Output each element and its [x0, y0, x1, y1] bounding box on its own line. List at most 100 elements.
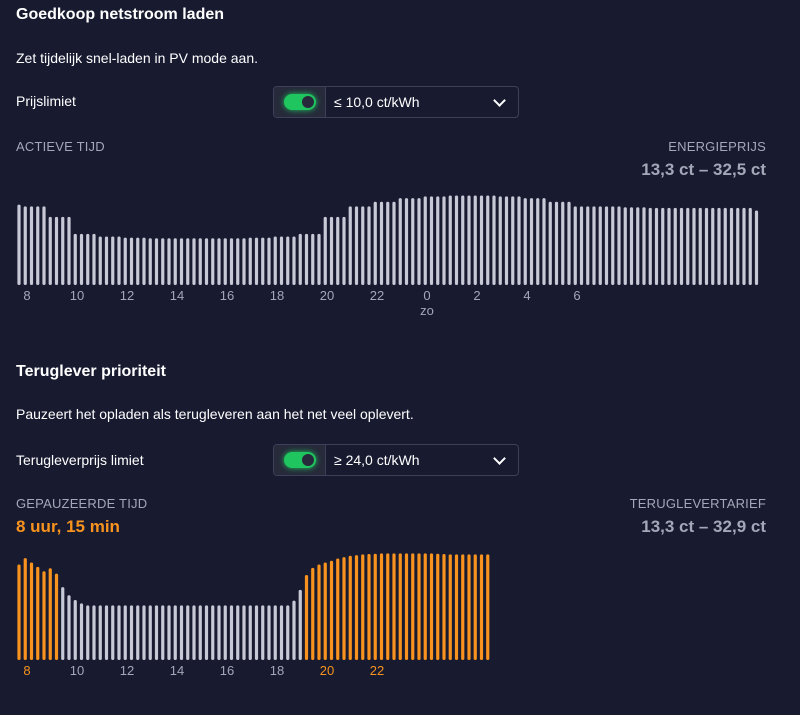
chart-bar: [486, 195, 490, 285]
toggle-on-icon: [283, 94, 316, 110]
energy-price-caption: ENERGIEPRIJS: [668, 139, 766, 154]
chart-bar: [236, 238, 240, 285]
chart-bar: [492, 195, 496, 285]
chart-bar: [86, 233, 90, 285]
chart-bar: [67, 216, 71, 285]
chart-bar: [692, 207, 696, 285]
chart-bar: [404, 553, 409, 660]
chart-bar: [317, 233, 321, 285]
chart-bar: [442, 196, 446, 285]
chart-bar: [198, 238, 202, 285]
feedin-tariff-range: 13,3 ct – 32,9 ct: [641, 517, 766, 536]
feedin-tariff-caption: TERUGLEVERTARIEF: [629, 496, 766, 511]
chart-bar: [704, 207, 709, 285]
chart-bar: [192, 238, 196, 285]
x-tick-label: 12: [120, 663, 134, 678]
chart-bar: [536, 198, 540, 285]
chart-bar: [54, 573, 59, 660]
chart-bar: [361, 206, 365, 285]
x-tick-label: 20: [320, 288, 334, 303]
chart-bar: [554, 201, 559, 285]
x-tick-label: 6: [573, 288, 580, 303]
x-tick-label: 16: [220, 288, 234, 303]
chart-bar: [36, 206, 40, 285]
chart-bar: [42, 571, 46, 660]
chart-bar: [167, 238, 171, 285]
chart-bar: [454, 554, 459, 660]
chart-bar: [236, 605, 240, 660]
price-limit-toggle[interactable]: [274, 87, 326, 117]
section-title-feedin-priority: Teruglever prioriteit: [16, 363, 166, 380]
price-limit-select[interactable]: ≤ 10,0 ct/kWh: [326, 87, 518, 117]
chart-bar: [223, 238, 227, 285]
chart-bar: [548, 201, 552, 285]
feedin-limit-toggle[interactable]: [274, 445, 326, 475]
chart-bar: [29, 562, 34, 660]
chart-bar: [423, 553, 427, 660]
chart-bar: [136, 605, 140, 660]
chart-bar: [673, 207, 677, 285]
chart-bar: [292, 236, 296, 285]
chart-bar: [129, 605, 134, 660]
x-tick-label: 12: [120, 288, 134, 303]
chart-bar: [254, 237, 259, 285]
chevron-down-icon: [493, 93, 506, 107]
chart-bar: [154, 238, 159, 285]
chart-bar: [129, 237, 134, 285]
chart-bar: [592, 206, 596, 285]
feedin-limit-select[interactable]: ≥ 24,0 ct/kWh: [326, 445, 518, 475]
chart-bar: [679, 207, 684, 285]
chart-bar: [386, 553, 390, 660]
chart-bar: [373, 201, 377, 285]
chart-bar: [661, 207, 665, 285]
chart-bar: [286, 605, 290, 660]
section-description-feedin-priority: Pauzeert het opladen als terugleveren aa…: [16, 406, 414, 422]
chart-bar: [104, 605, 109, 660]
chart-bar: [161, 238, 165, 285]
chart-bar: [223, 605, 227, 660]
chart-bar: [248, 237, 252, 285]
chart-bar: [161, 605, 165, 660]
chart-bar: [73, 233, 77, 285]
toggle-on-icon: [283, 452, 316, 468]
chart-bar: [98, 605, 102, 660]
chart-bar: [117, 236, 121, 285]
chart-bar: [117, 605, 121, 660]
x-tick-label: 4: [523, 288, 530, 303]
x-tick-label: 18: [270, 663, 284, 678]
chart-bar: [17, 204, 21, 285]
chart-bar: [186, 605, 190, 660]
feedin-limit-control: ≥ 24,0 ct/kWh: [273, 444, 519, 476]
price-limit-label: Prijslimiet: [16, 93, 76, 109]
chart-bar: [561, 201, 565, 285]
chart-bar: [498, 196, 502, 285]
chevron-down-icon: [493, 451, 506, 465]
section-title-cheap-charging: Goedkoop netstroom laden: [16, 6, 225, 23]
x-tick-label: 14: [170, 663, 184, 678]
chart-bar: [348, 206, 352, 285]
chart-bar: [148, 605, 152, 660]
chart-bar: [686, 207, 690, 285]
chart-bar: [173, 605, 177, 660]
x-tick-label: 16: [220, 663, 234, 678]
paused-time-value: 8 uur, 15 min: [16, 517, 120, 536]
chart-bar: [417, 553, 421, 660]
chart-bar: [304, 574, 309, 660]
chart-bar: [211, 238, 215, 285]
chart-bar: [342, 216, 346, 285]
x-tick-label: 2: [473, 288, 480, 303]
x-tick-label: 18: [270, 288, 284, 303]
chart-bar: [267, 237, 271, 285]
chart-bar: [611, 206, 615, 285]
chart-bar: [167, 605, 171, 660]
chart-bar: [311, 567, 315, 660]
chart-bar: [448, 554, 452, 660]
chart-bar: [398, 553, 402, 660]
chart-bar: [473, 554, 477, 660]
chart-bar: [317, 564, 321, 660]
chart-bar: [723, 207, 727, 285]
chart-bar: [79, 603, 84, 660]
chart-bar: [604, 206, 609, 285]
feedin-tariff-chart: 8 10 12 14 16 18 20 22: [17, 553, 490, 678]
chart-bar: [142, 605, 146, 660]
